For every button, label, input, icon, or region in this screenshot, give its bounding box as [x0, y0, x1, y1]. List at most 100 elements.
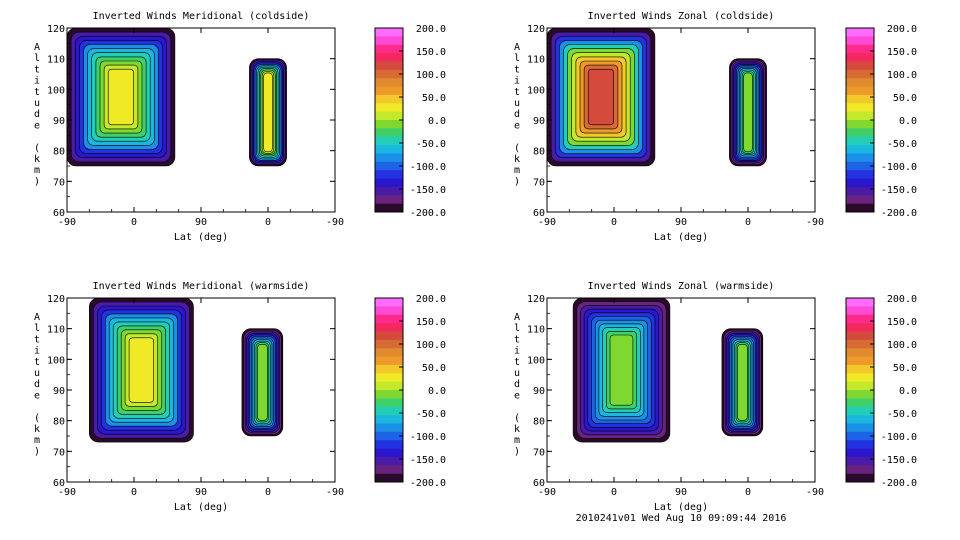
- colorbar-segment: [375, 431, 403, 441]
- colorbar-label: 50.0: [422, 363, 446, 374]
- colorbar-segment: [375, 415, 403, 424]
- colorbar-segment: [375, 423, 403, 433]
- contour-level: [609, 334, 634, 406]
- colorbar-segment: [846, 78, 874, 87]
- colorbar-label: 100.0: [416, 70, 446, 81]
- y-tick-label: 120: [47, 24, 65, 35]
- colorbar-segment: [846, 103, 874, 112]
- colorbar-segment: [375, 86, 403, 96]
- colorbar-segment: [375, 44, 403, 54]
- colorbar-segment: [846, 373, 874, 382]
- chart-title: Inverted Winds Zonal (warmside): [588, 281, 775, 292]
- colorbar-segment: [846, 203, 874, 213]
- x-tick-label: 90: [675, 217, 687, 228]
- colorbar-label: -200.0: [410, 208, 446, 219]
- y-tick-label: 60: [533, 208, 545, 219]
- y-tick-label: 60: [533, 478, 545, 489]
- y-tick-label: 110: [527, 325, 545, 336]
- colorbar-segment: [375, 170, 403, 179]
- colorbar-segment: [846, 86, 874, 96]
- colorbar-label: -150.0: [881, 185, 917, 196]
- colorbar-label: -50.0: [416, 409, 446, 420]
- colorbar-label: 150.0: [887, 317, 917, 328]
- colorbar-segment: [375, 103, 403, 112]
- colorbar-label: 200.0: [887, 294, 917, 305]
- colorbar-segment: [846, 431, 874, 441]
- y-tick-label: 90: [533, 116, 545, 127]
- colorbar-segment: [846, 314, 874, 324]
- colorbar-segment: [846, 94, 874, 104]
- colorbar-segment: [846, 364, 874, 374]
- x-tick-label: -90: [806, 217, 824, 228]
- y-tick-label: 80: [53, 417, 65, 428]
- colorbar-label: 50.0: [422, 93, 446, 104]
- colorbar-segment: [846, 440, 874, 449]
- colorbar-segment: [375, 178, 403, 188]
- y-tick-label: 60: [53, 478, 65, 489]
- y-tick-label: 120: [527, 24, 545, 35]
- colorbar-segment: [375, 145, 403, 154]
- colorbar-label: -100.0: [881, 432, 917, 443]
- y-tick-label: 120: [47, 294, 65, 305]
- colorbar-segment: [846, 153, 874, 163]
- x-axis-label: Lat (deg): [654, 502, 708, 513]
- colorbar-label: 200.0: [887, 24, 917, 35]
- colorbar-segment: [375, 153, 403, 163]
- colorbar-segment: [375, 331, 403, 341]
- colorbar-segment: [846, 339, 874, 349]
- colorbar-segment: [846, 195, 874, 204]
- x-tick-label: 0: [131, 217, 137, 228]
- colorbar-segment: [846, 111, 874, 121]
- y-tick-label: 60: [53, 208, 65, 219]
- colorbar-segment: [846, 381, 874, 391]
- x-tick-label: -90: [806, 487, 824, 498]
- colorbar-segment: [846, 61, 874, 71]
- colorbar-segment: [375, 406, 403, 416]
- y-tick-label: 110: [47, 55, 65, 66]
- colorbar-segment: [375, 195, 403, 204]
- colorbar-segment: [846, 473, 874, 483]
- colorbar-segment: [846, 465, 874, 474]
- y-tick-label: 70: [533, 177, 545, 188]
- colorbar-segment: [375, 398, 403, 408]
- colorbar-label: 50.0: [893, 93, 917, 104]
- y-tick-label: 120: [527, 294, 545, 305]
- colorbar-label: 150.0: [416, 317, 446, 328]
- colorbar-segment: [846, 120, 874, 129]
- colorbar-segment: [846, 306, 874, 316]
- colorbar-label: 0.0: [899, 386, 917, 397]
- colorbar: 200.0 150.0 100.0 50.0 0.0 -50.0 -100.0 -150.0 -…: [845, 294, 917, 489]
- x-tick-label: 0: [265, 487, 271, 498]
- x-tick-label: -90: [58, 487, 76, 498]
- colorbar-segment: [846, 136, 874, 146]
- colorbar-segment: [375, 465, 403, 474]
- y-tick-label: 70: [533, 447, 545, 458]
- contour-level: [587, 68, 615, 126]
- x-tick-label: 0: [745, 217, 751, 228]
- chart-panel: Inverted Winds Zonal (warmside) -90 0 90 0 -9…: [514, 281, 917, 513]
- colorbar-label: -100.0: [410, 162, 446, 173]
- colorbar-segment: [846, 390, 874, 399]
- contour-level: [257, 343, 268, 421]
- colorbar-label: 0.0: [428, 116, 446, 127]
- x-tick-label: 0: [265, 217, 271, 228]
- colorbar-segment: [846, 28, 874, 37]
- x-tick-label: 90: [675, 487, 687, 498]
- x-axis-label: Lat (deg): [174, 232, 228, 243]
- colorbar-label: -150.0: [881, 455, 917, 466]
- colorbar-label: -200.0: [881, 208, 917, 219]
- colorbar-segment: [846, 406, 874, 416]
- colorbar-segment: [375, 78, 403, 87]
- y-tick-label: 110: [47, 325, 65, 336]
- colorbar-segment: [375, 456, 403, 466]
- colorbar-segment: [375, 323, 403, 332]
- colorbar-label: 150.0: [887, 47, 917, 58]
- colorbar-label: -50.0: [887, 409, 917, 420]
- colorbar-segment: [375, 69, 403, 79]
- colorbar-segment: [846, 356, 874, 366]
- colorbar: 200.0 150.0 100.0 50.0 0.0 -50.0 -100.0 -150.0 -…: [374, 294, 446, 489]
- colorbar-label: 0.0: [428, 386, 446, 397]
- colorbar-segment: [375, 440, 403, 449]
